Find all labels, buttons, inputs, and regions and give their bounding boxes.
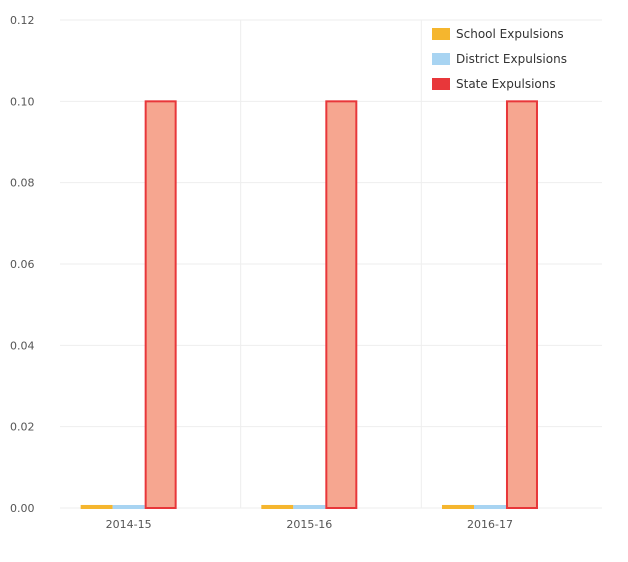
x-tick-label: 2014-15	[106, 518, 152, 531]
bar-school-expulsions-2015-16	[261, 504, 294, 510]
bar-state-expulsions-2014-15	[144, 100, 177, 509]
bar-state-expulsions-2015-16	[325, 100, 358, 509]
x-axis-ticks: 2014-15 2015-16 2016-17	[106, 518, 513, 531]
y-tick-label: 0.08	[10, 177, 35, 190]
legend-swatch	[432, 53, 450, 65]
y-tick-label: 0.10	[10, 95, 35, 108]
bar-state-expulsions-2016-17	[505, 100, 538, 509]
y-tick-label: 0.00	[10, 502, 35, 515]
y-tick-label: 0.04	[10, 339, 35, 352]
legend-swatch	[432, 28, 450, 40]
legend-swatch	[432, 78, 450, 90]
bar-school-expulsions-2016-17	[441, 504, 474, 510]
legend-label: State Expulsions	[456, 77, 556, 91]
x-tick-label: 2015-16	[286, 518, 332, 531]
legend-label: District Expulsions	[456, 52, 567, 66]
y-tick-label: 0.02	[10, 421, 35, 434]
legend: School Expulsions District Expulsions Stat…	[432, 27, 567, 91]
x-tick-label: 2016-17	[467, 518, 513, 531]
y-tick-label: 0.12	[10, 14, 35, 27]
legend-label: School Expulsions	[456, 27, 564, 41]
y-tick-label: 0.06	[10, 258, 35, 271]
bars-layer	[80, 100, 538, 510]
bar-district-expulsions-2014-15	[112, 505, 145, 509]
bar-district-expulsions-2016-17	[473, 505, 506, 509]
bar-district-expulsions-2015-16	[293, 505, 326, 509]
y-axis-ticks: 0.00 0.02 0.04 0.06 0.08 0.10 0.12	[10, 14, 35, 515]
bar-school-expulsions-2014-15	[80, 504, 113, 510]
